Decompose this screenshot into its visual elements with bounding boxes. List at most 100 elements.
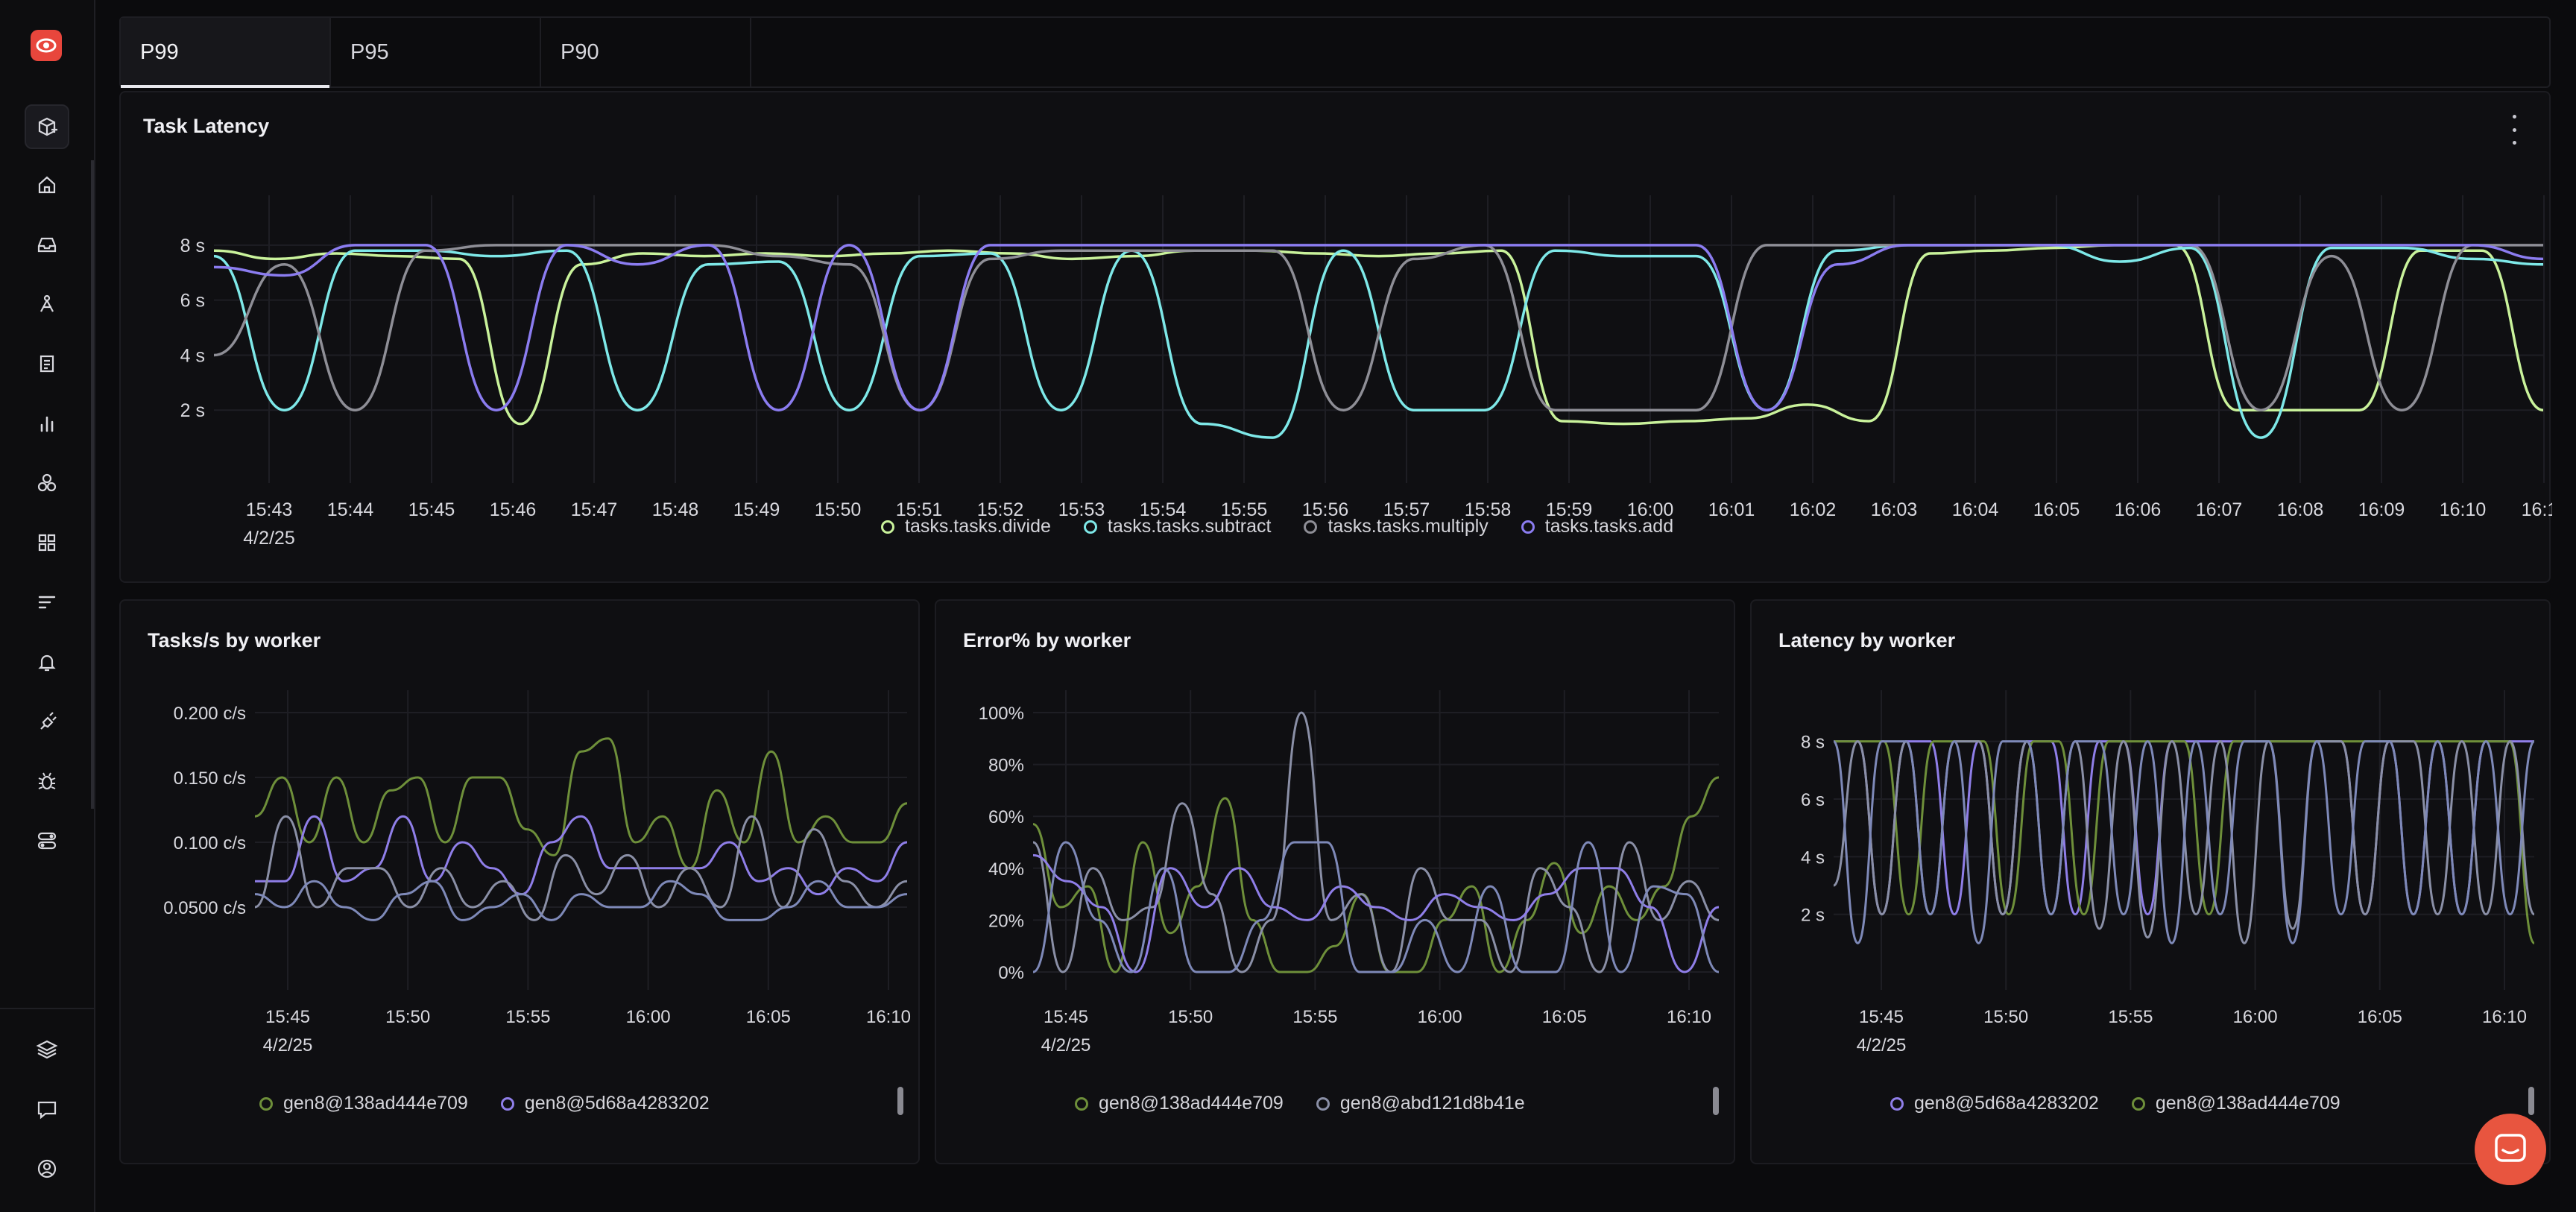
error-percent-chart: 100% 80% 60% 40% 20% 0% 15:45 4/2/25 15:50 15:55 1… [979, 690, 1720, 1055]
task-latency-chart: 8 s 6 s 4 s 2 s 15:43 4/2/25 15:44 15:45 15:46 15… [180, 195, 2552, 549]
tab-p95[interactable]: P95 [331, 18, 541, 86]
series-line-gen8@138ad444e709 [254, 737, 908, 870]
latency-by-worker-chart: 8 s 6 s 4 s 2 s 15:45 4/2/25 15:50 15:55 16:00 16… [1801, 690, 2536, 1055]
x-tick-label: 16:08 [2277, 499, 2324, 520]
scroll-icon [40, 355, 54, 373]
legend-swatch [1304, 520, 1318, 534]
x-tick-label: 15:57 [1383, 499, 1430, 520]
x-tick-label: 15:50 [385, 1007, 430, 1027]
sidebar-item-alerts[interactable] [25, 640, 69, 684]
sidebar-item-dashboards[interactable] [25, 520, 69, 565]
percentile-tabs: P99 P95 P90 [119, 16, 2551, 88]
x-tick-label: 15:51 [896, 499, 943, 520]
legend-swatch [1521, 520, 1535, 534]
legend-swatch [881, 520, 894, 534]
x-tick-label: 15:45 [265, 1007, 310, 1027]
legend-item-subtract[interactable]: tasks.tasks.subtract [1083, 516, 1271, 537]
x-date-label: 4/2/25 [263, 1035, 313, 1055]
series-line-tasks.tasks.add [213, 244, 2544, 411]
x-tick-label: 15:45 [408, 499, 455, 520]
y-tick-label: 2 s [1801, 906, 1825, 926]
x-tick-label: 16:10 [866, 1007, 911, 1027]
y-tick-label: 100% [979, 704, 1024, 724]
bell-icon [38, 654, 56, 672]
sidebar-divider [0, 1008, 94, 1009]
plug-icon [40, 712, 57, 730]
legend-scrollbar[interactable] [897, 1087, 903, 1115]
support-chat-button[interactable] [2475, 1114, 2546, 1185]
series-line-gen8@abd121d8b41e [254, 815, 908, 921]
x-tick-label: 15:59 [1546, 499, 1593, 520]
x-tick-label: 16:00 [1418, 1007, 1462, 1027]
x-tick-label: 16:06 [2115, 499, 2162, 520]
legend-scrollbar[interactable] [1713, 1087, 1719, 1115]
legend-item-worker-2[interactable]: gen8@abd121d8b41e [1316, 1093, 1525, 1114]
x-tick-label: 15:55 [1292, 1007, 1337, 1027]
series-line-gen8@slate [254, 880, 908, 921]
series-line-gen8@5d68a4283202 [254, 815, 908, 896]
x-tick-label: 15:43 [246, 499, 293, 520]
eye-icon [36, 38, 57, 53]
x-tick-label: 15:55 [505, 1007, 550, 1027]
x-tick-label: 15:45 [1859, 1007, 1904, 1027]
legend-item-worker-2[interactable]: gen8@5d68a4283202 [500, 1093, 710, 1114]
legend-item-multiply[interactable]: tasks.tasks.multiply [1304, 516, 1489, 537]
x-tick-label: 15:47 [571, 499, 618, 520]
sidebar-item-account[interactable] [25, 1146, 69, 1191]
x-tick-label: 15:56 [1302, 499, 1349, 520]
layers-icon [36, 1040, 58, 1059]
x-tick-label: 15:44 [327, 499, 374, 520]
sidebar-item-errors[interactable] [25, 759, 69, 804]
x-tick-label: 16:09 [2358, 499, 2405, 520]
legend-swatch [1083, 520, 1097, 534]
app-logo[interactable] [31, 30, 62, 61]
x-tick-label: 16:02 [1790, 499, 1837, 520]
legend-scrollbar[interactable] [2528, 1087, 2534, 1115]
sidebar-item-layers[interactable] [25, 1027, 69, 1072]
sidebar-item-integrations[interactable] [25, 699, 69, 744]
y-tick-label: 80% [988, 756, 1024, 776]
sidebar-item-metrics[interactable] [25, 401, 69, 446]
bug-icon [38, 772, 56, 790]
x-tick-label: 15:50 [815, 499, 862, 520]
inbox-icon [37, 237, 57, 253]
series-line-tasks.tasks.divide [213, 244, 2544, 426]
y-tick-label: 2 s [180, 400, 205, 421]
sidebar-item-queries[interactable] [25, 580, 69, 625]
x-tick-label: 15:58 [1465, 499, 1512, 520]
x-date-label: 4/2/25 [1857, 1035, 1907, 1055]
sidebar-item-tracing[interactable] [25, 282, 69, 326]
sidebar-item-packages[interactable] [25, 104, 69, 149]
legend-item-divide[interactable]: tasks.tasks.divide [881, 516, 1051, 537]
legend-swatch [1316, 1096, 1330, 1111]
sidebar-item-home[interactable] [25, 162, 69, 207]
x-tick-label: 15:48 [652, 499, 699, 520]
legend-label: tasks.tasks.divide [905, 516, 1051, 537]
sidebar-item-settings[interactable] [25, 818, 69, 863]
x-tick-label: 16:05 [1542, 1007, 1587, 1027]
error-percent-panel: Error% by worker 100% 80% 60% 40% 20% 0% 15:45… [935, 599, 1735, 1164]
grid-icon [38, 534, 56, 552]
x-tick-label: 15:55 [1221, 499, 1268, 520]
legend-item-worker-2[interactable]: gen8@138ad444e709 [2131, 1093, 2340, 1114]
x-tick-label: 15:50 [1983, 1007, 2028, 1027]
legend-item-add[interactable]: tasks.tasks.add [1521, 516, 1673, 537]
sidebar-item-services[interactable] [25, 461, 69, 505]
legend-item-worker-1[interactable]: gen8@5d68a4283202 [1890, 1093, 2099, 1114]
tasks-per-second-panel: Tasks/s by worker 0.200 c/s 0.150 c/s 0.10… [119, 599, 920, 1164]
x-tick-label: 16:00 [1627, 499, 1674, 520]
tab-p99[interactable]: P99 [121, 18, 331, 88]
sidebar-item-inbox[interactable] [25, 222, 69, 267]
x-tick-label: 16:05 [746, 1007, 791, 1027]
legend-label: gen8@5d68a4283202 [524, 1093, 710, 1114]
more-options-icon[interactable] [2510, 115, 2518, 145]
sidebar-item-feedback[interactable] [25, 1087, 69, 1131]
legend-item-worker-1[interactable]: gen8@138ad444e709 [1075, 1093, 1284, 1114]
sidebar-item-logs[interactable] [25, 341, 69, 386]
legend-label: gen8@abd121d8b41e [1339, 1093, 1525, 1114]
chat-icon [2495, 1134, 2526, 1162]
legend-item-worker-1[interactable]: gen8@138ad444e709 [259, 1093, 468, 1114]
tab-p90[interactable]: P90 [541, 18, 751, 86]
series-line-gen8@slate [1032, 841, 1720, 973]
cluster-icon [37, 473, 57, 492]
